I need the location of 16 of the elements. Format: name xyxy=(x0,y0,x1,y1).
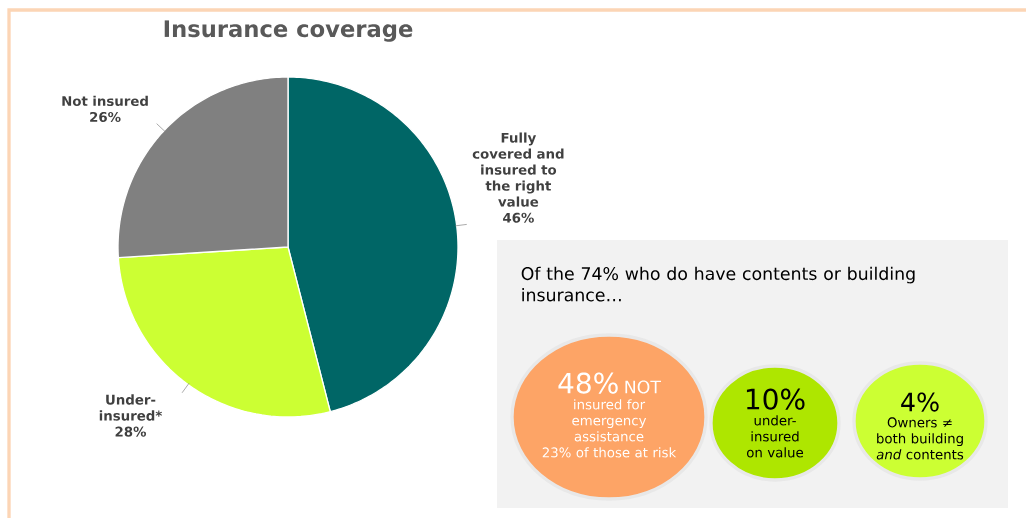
slice-label: Fully covered and insured to the right value xyxy=(472,132,564,207)
data-label: 46% xyxy=(503,212,534,223)
slice-label: Not insured xyxy=(62,95,148,107)
slice-label: Under-insured* xyxy=(99,394,163,421)
text: 48% xyxy=(558,372,618,394)
data-label: 28% xyxy=(115,426,147,437)
text: 4% xyxy=(901,392,939,412)
data-label: 26% xyxy=(90,111,121,123)
text: Owners ≠ both building and contents xyxy=(876,417,964,460)
text: insured for emergency assistance xyxy=(572,399,647,442)
text: NOT xyxy=(625,380,661,394)
text: 23% of those at risk xyxy=(542,447,677,458)
chart-title: Insurance coverage xyxy=(164,20,413,42)
text: Of the 74% who do have contents or building insurance… xyxy=(521,266,915,302)
text: 10% xyxy=(746,388,805,410)
text: under-insured on value xyxy=(746,415,804,458)
